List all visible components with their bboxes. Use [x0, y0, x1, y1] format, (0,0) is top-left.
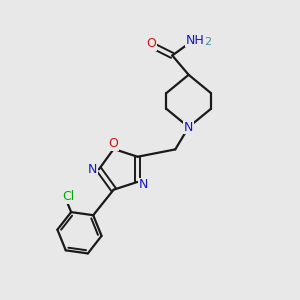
Text: NH: NH [186, 34, 205, 46]
Text: N: N [88, 163, 98, 176]
Text: 2: 2 [204, 37, 211, 47]
Text: Cl: Cl [62, 190, 74, 203]
Text: N: N [138, 178, 148, 191]
Text: O: O [109, 137, 118, 150]
Text: O: O [146, 37, 156, 50]
Text: N: N [184, 121, 193, 134]
